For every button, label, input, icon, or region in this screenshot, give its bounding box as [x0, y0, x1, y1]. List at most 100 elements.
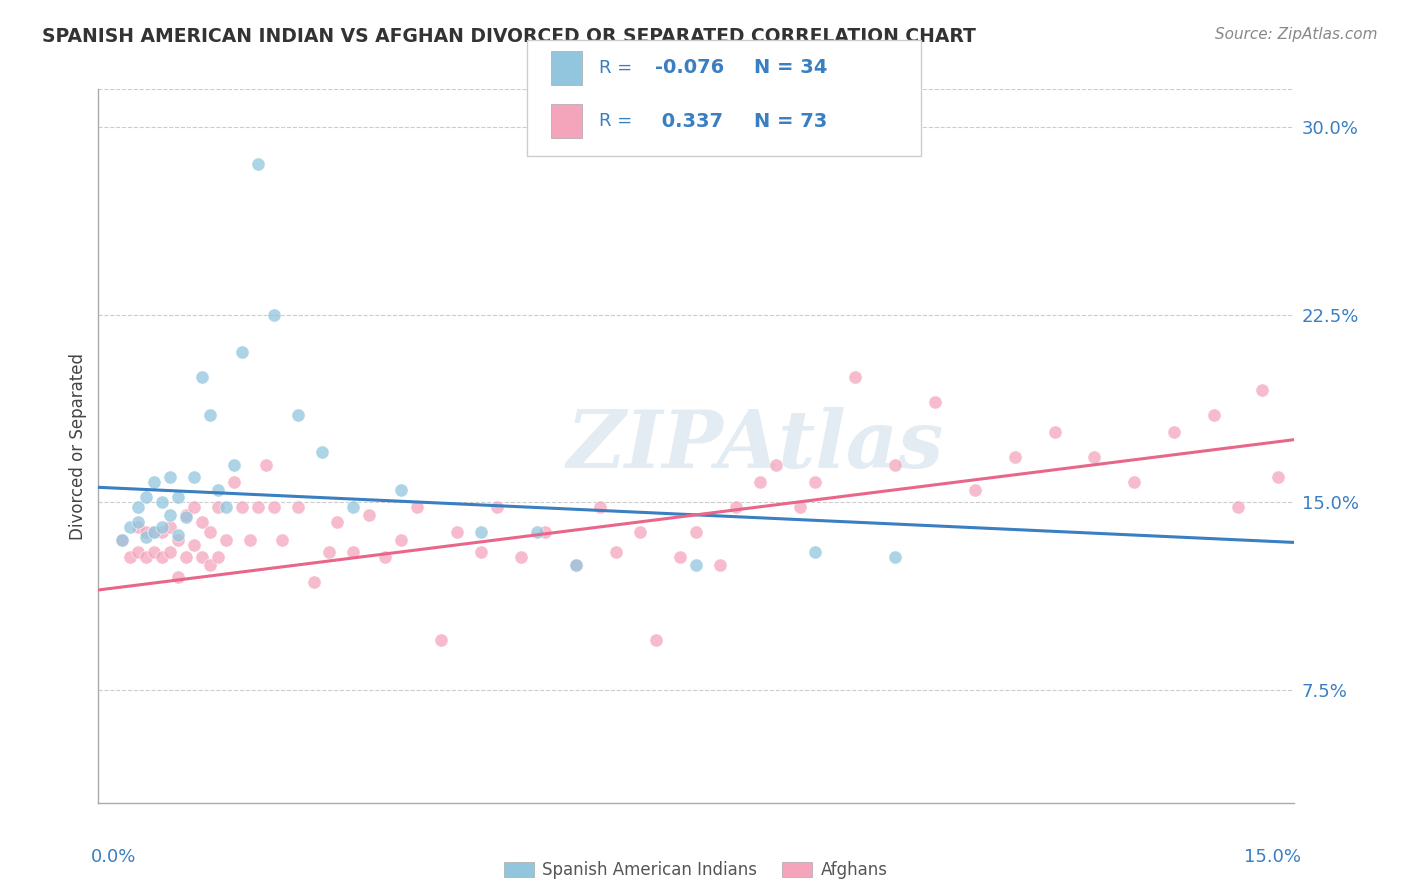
Point [804, 475, 827, 490]
Point [143, 475, 166, 490]
Point [470, 545, 492, 559]
Point [191, 516, 214, 530]
Point [1267, 470, 1289, 484]
Point [509, 550, 531, 565]
Point [318, 545, 340, 559]
Point [135, 525, 157, 540]
Point [804, 545, 827, 559]
Point [526, 525, 548, 540]
Point [963, 483, 986, 497]
Point [789, 500, 811, 515]
Point [222, 458, 245, 472]
Point [565, 558, 588, 572]
Text: N = 34: N = 34 [754, 58, 827, 78]
Point [127, 545, 149, 559]
Text: R =: R = [599, 112, 638, 130]
Point [485, 500, 508, 515]
Point [191, 550, 214, 565]
Point [589, 500, 612, 515]
Text: 0.337: 0.337 [655, 112, 723, 131]
Point [1123, 475, 1146, 490]
Point [143, 525, 166, 540]
Point [159, 470, 181, 484]
Point [246, 500, 269, 515]
Point [1163, 425, 1185, 440]
Point [669, 550, 692, 565]
Point [135, 491, 157, 505]
Point [222, 475, 245, 490]
Point [198, 558, 221, 572]
Legend: Spanish American Indians, Afghans: Spanish American Indians, Afghans [496, 853, 896, 888]
Point [135, 550, 157, 565]
Point [374, 550, 396, 565]
Point [198, 408, 221, 422]
Point [406, 500, 429, 515]
Point [1226, 500, 1249, 515]
Point [150, 550, 173, 565]
Point [628, 525, 651, 540]
Point [127, 520, 149, 534]
Point [111, 533, 134, 547]
Text: N = 73: N = 73 [754, 112, 827, 131]
Point [254, 458, 277, 472]
Point [159, 545, 181, 559]
Point [645, 633, 668, 648]
Point [389, 483, 412, 497]
Point [174, 510, 197, 524]
Point [326, 516, 349, 530]
Point [359, 508, 381, 522]
Point [1250, 383, 1272, 397]
Point [174, 550, 197, 565]
Point [605, 545, 627, 559]
Point [302, 575, 325, 590]
Point [342, 500, 364, 515]
Point [263, 500, 285, 515]
Point [183, 500, 205, 515]
Point [120, 520, 142, 534]
Point [135, 530, 157, 544]
Point [311, 445, 333, 459]
Point [127, 500, 149, 515]
Point [724, 500, 747, 515]
Point [1004, 450, 1026, 465]
Point [1043, 425, 1066, 440]
Point [150, 520, 173, 534]
Point [167, 533, 190, 547]
Point [111, 533, 134, 547]
Point [143, 525, 166, 540]
Point [748, 475, 770, 490]
Point [765, 458, 787, 472]
Point [191, 370, 214, 384]
Point [150, 495, 173, 509]
Text: -0.076: -0.076 [655, 58, 724, 78]
Point [183, 470, 205, 484]
Y-axis label: Divorced or Separated: Divorced or Separated [69, 352, 87, 540]
Point [198, 525, 221, 540]
Point [1202, 408, 1225, 422]
Point [207, 483, 229, 497]
Point [565, 558, 588, 572]
Point [231, 345, 253, 359]
Point [685, 525, 707, 540]
Point [239, 533, 262, 547]
Point [844, 370, 866, 384]
Point [167, 570, 190, 584]
Point [246, 157, 269, 171]
Point [174, 508, 197, 522]
Point [1083, 450, 1105, 465]
Point [709, 558, 731, 572]
Point [287, 408, 309, 422]
Point [231, 500, 253, 515]
Point [446, 525, 468, 540]
Point [143, 545, 166, 559]
Text: SPANISH AMERICAN INDIAN VS AFGHAN DIVORCED OR SEPARATED CORRELATION CHART: SPANISH AMERICAN INDIAN VS AFGHAN DIVORC… [42, 27, 976, 45]
Text: 0.0%: 0.0% [90, 848, 136, 866]
Point [884, 458, 907, 472]
Point [167, 491, 190, 505]
Point [270, 533, 292, 547]
Point [470, 525, 492, 540]
Text: Source: ZipAtlas.com: Source: ZipAtlas.com [1215, 27, 1378, 42]
Text: ZIPAtlas: ZIPAtlas [567, 408, 945, 484]
Point [884, 550, 907, 565]
Point [207, 550, 229, 565]
